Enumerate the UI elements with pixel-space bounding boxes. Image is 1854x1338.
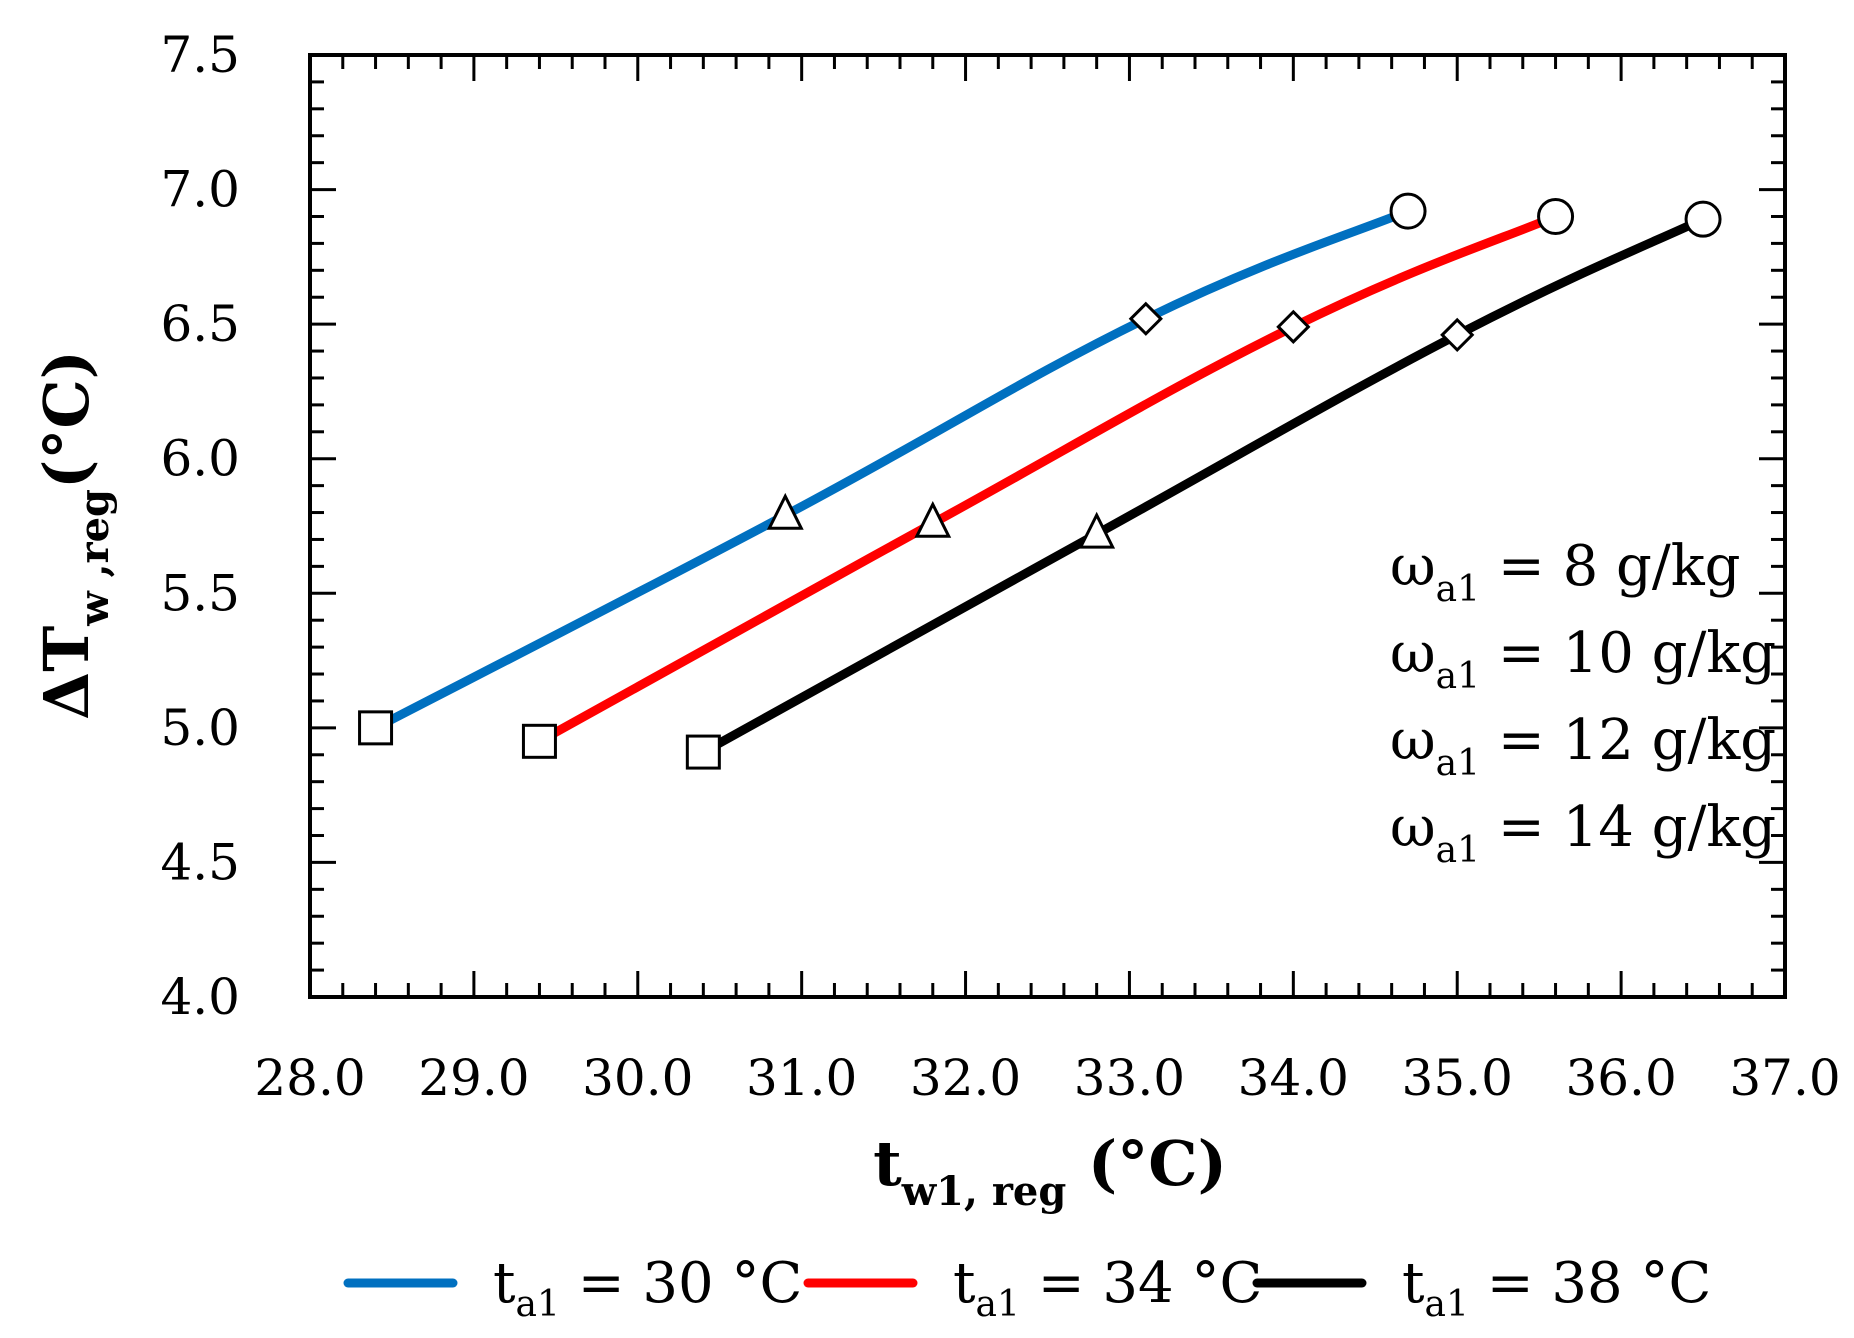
annotation-sub: a1 — [1436, 656, 1480, 697]
x-tick-label: 37.0 — [1729, 1049, 1840, 1107]
y-tick-label: 7.0 — [160, 161, 240, 219]
annotation-sub: a1 — [1436, 743, 1480, 784]
x-tick-label: 30.0 — [582, 1049, 693, 1107]
annotation-rest: = 14 g/kg — [1480, 795, 1776, 860]
diamond-marker — [1440, 317, 1475, 353]
square-marker — [521, 723, 557, 759]
x-axis-title-main: t — [873, 1127, 902, 1200]
diamond-marker — [1276, 309, 1311, 344]
annotation-main: ω — [1390, 708, 1436, 773]
y-axis-title-unit: (°C) — [30, 350, 103, 489]
y-axis-title-sub: w ,reg — [71, 489, 118, 627]
legend-label-main: t — [953, 1251, 976, 1316]
legend-label-sub: a1 — [1425, 1284, 1469, 1325]
legend-label: ta1 = 34 °C — [953, 1251, 1262, 1325]
annotation-text: ωa1 = 10 g/kg — [1390, 621, 1776, 697]
legend-label: ta1 = 30 °C — [493, 1251, 802, 1325]
annotation-sub: a1 — [1436, 569, 1480, 610]
y-tick-label: 5.0 — [160, 699, 240, 757]
x-tick-label: 29.0 — [418, 1049, 529, 1107]
series-line-0 — [371, 206, 1413, 733]
legend-label: ta1 = 38 °C — [1402, 1251, 1711, 1325]
annotation-text: ωa1 = 14 g/kg — [1390, 795, 1776, 871]
x-tick-label: 35.0 — [1402, 1049, 1513, 1107]
series-layer — [371, 206, 1708, 757]
y-tick-label: 5.5 — [160, 564, 240, 622]
diamond-marker — [1128, 301, 1163, 336]
annotation-main: ω — [1390, 621, 1436, 686]
series-line-2 — [698, 214, 1708, 757]
circle-marker — [1537, 197, 1575, 235]
y-tick-label: 4.0 — [160, 968, 240, 1026]
y-tick-label: 7.5 — [160, 26, 240, 84]
annotation-main: ω — [1390, 534, 1436, 599]
series-line-1 — [534, 211, 1561, 746]
triangle-marker — [1078, 511, 1116, 549]
x-tick-label: 33.0 — [1074, 1049, 1185, 1107]
y-axis-title: ΔTw ,reg(°C) — [30, 350, 118, 720]
y-tick-label: 6.0 — [160, 430, 240, 488]
tick-layer — [308, 53, 1787, 999]
annotation-rest: = 12 g/kg — [1480, 708, 1776, 773]
y-tick-labels: 4.0 4.5 5.0 5.5 6.0 6.5 7.0 7.5 — [160, 26, 240, 1026]
y-tick-label: 6.5 — [160, 295, 240, 353]
x-axis-title-sub: w1, reg — [901, 1168, 1067, 1215]
legend-label-rest: = 38 °C — [1469, 1251, 1711, 1316]
annotation-text: ωa1 = 8 g/kg — [1390, 534, 1741, 610]
annotation-sub: a1 — [1436, 830, 1480, 871]
x-tick-labels: 28.0 29.0 30.0 31.0 32.0 33.0 34.0 35.0 36.0 37.0 — [254, 1049, 1840, 1107]
plot-frame — [308, 53, 1787, 999]
triangle-marker — [766, 492, 804, 530]
x-axis-title-unit: (°C) — [1066, 1127, 1227, 1200]
triangle-marker — [914, 500, 952, 538]
circle-marker — [1684, 200, 1722, 238]
legend: ta1 = 30 °C ta1 = 34 °C ta1 = 38 °C — [343, 1251, 1711, 1325]
y-tick-label: 4.5 — [160, 833, 240, 891]
annotation-rest: = 10 g/kg — [1480, 621, 1776, 686]
marker-layer — [358, 192, 1722, 770]
legend-label-rest: = 30 °C — [560, 1251, 802, 1316]
x-axis-title: tw1, reg (°C) — [873, 1127, 1227, 1215]
legend-label-main: t — [1402, 1251, 1425, 1316]
legend-label-rest: = 34 °C — [1020, 1251, 1262, 1316]
annotation-rest: = 8 g/kg — [1480, 534, 1740, 599]
x-tick-label: 36.0 — [1565, 1049, 1676, 1107]
y-axis-title-main: ΔT — [30, 626, 103, 720]
square-marker — [358, 710, 394, 746]
x-tick-label: 28.0 — [254, 1049, 365, 1107]
annotation-main: ω — [1390, 795, 1436, 860]
x-tick-label: 34.0 — [1238, 1049, 1349, 1107]
x-tick-label: 31.0 — [746, 1049, 857, 1107]
square-marker — [685, 734, 721, 770]
legend-label-main: t — [493, 1251, 516, 1316]
legend-label-sub: a1 — [516, 1284, 560, 1325]
legend-label-sub: a1 — [976, 1284, 1020, 1325]
annotation-text: ωa1 = 12 g/kg — [1390, 708, 1776, 784]
circle-marker — [1389, 192, 1427, 230]
x-tick-label: 32.0 — [910, 1049, 1021, 1107]
